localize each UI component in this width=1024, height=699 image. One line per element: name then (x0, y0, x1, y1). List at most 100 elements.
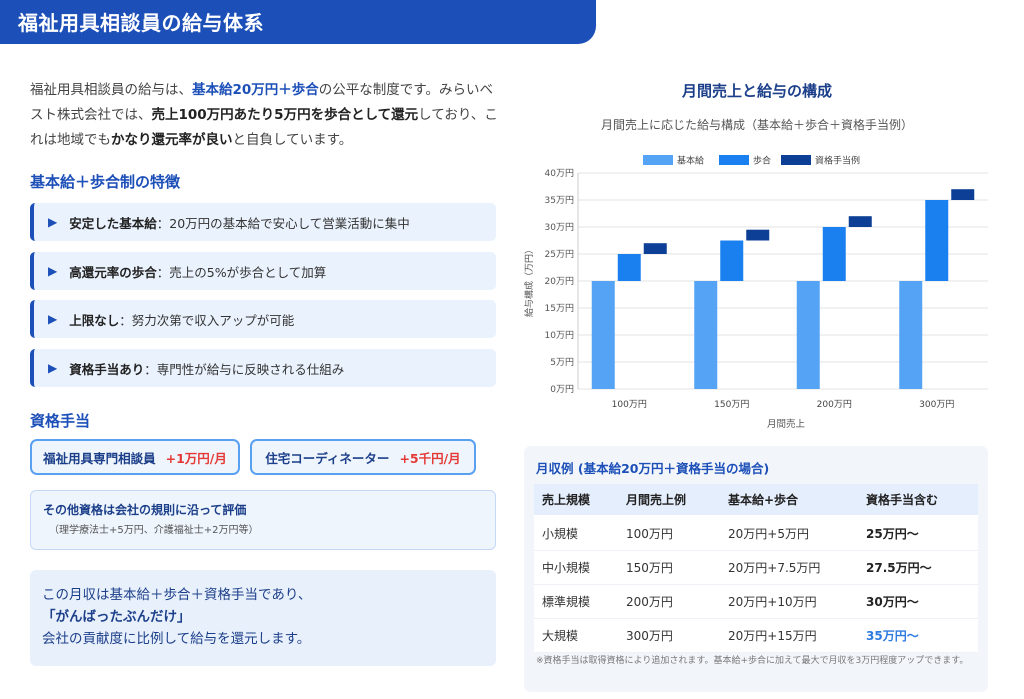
y-tick-label: 10万円 (545, 330, 574, 341)
table-cell: 150万円 (618, 550, 720, 585)
y-tick-label: 25万円 (545, 249, 574, 260)
bar-base (694, 281, 718, 389)
table-cell: 小規模 (534, 516, 618, 551)
income-table: 売上規模 月間売上例 基本給+歩合 資格手当含む 小規模 100万円 20万円+… (534, 484, 978, 653)
y-tick-label: 40万円 (545, 168, 574, 179)
chart-title: 月間売上と給与の構成 (681, 82, 832, 100)
legend-label: 歩合 (753, 155, 771, 167)
y-tick-label: 20万円 (545, 276, 574, 287)
feature-key: 安定した基本給 (69, 215, 157, 231)
table-row: 標準規模 200万円 20万円+10万円 30万円〜 (534, 584, 978, 619)
intro-highlight: 売上100万円あたり5万円を歩合として還元 (151, 107, 419, 123)
table-row: 中小規模 150万円 20万円+7.5万円 27.5万円〜 (534, 550, 978, 585)
page-header: 福祉用具相談員の給与体系 (0, 0, 596, 44)
chart-bars (591, 189, 975, 389)
feature-key: 上限なし (69, 312, 120, 328)
legend-label: 資格手当例 (815, 155, 860, 167)
bar-commission (925, 200, 949, 281)
y-tick-label: 5万円 (550, 357, 574, 368)
bar-base (796, 281, 820, 389)
triangle-right-icon: ▶ (48, 312, 58, 326)
qualification-amount: +1万円/月 (165, 450, 227, 466)
features-title: 基本給＋歩合制の特徴 (30, 173, 181, 191)
page-title: 福祉用具相談員の給与体系 (18, 11, 264, 35)
y-tick-label: 0万円 (550, 384, 574, 395)
intro-highlight: 基本給20万円＋歩合 (192, 82, 319, 98)
table-cell: 中小規模 (534, 550, 618, 585)
bar-commission (617, 254, 641, 281)
bar-base (899, 281, 923, 389)
income-footnote: ※資格手当は取得資格により追加されます。基本給+歩合に加えて最大で月収を3万円程… (536, 656, 969, 666)
table-cell: 大規模 (534, 618, 618, 653)
bar-allowance (643, 243, 667, 254)
x-tick-label: 100万円 (612, 399, 647, 410)
y-tick-label: 35万円 (545, 195, 574, 206)
qualification-amount: +5千円/月 (399, 450, 461, 466)
summary-line: この月収は基本給＋歩合＋資格手当であり、 (42, 587, 312, 603)
salary-bar-chart: 基本給 歩合 資格手当例 0万円 5万円 10万円 15万円 20万円 25万円 30万円 35万… (523, 155, 988, 430)
x-tick-label: 150万円 (714, 399, 749, 410)
summary-emphasis: 「がんばったぶんだけ」 (42, 609, 191, 625)
table-cell: 20万円+15万円 (720, 618, 858, 653)
table-cell: 20万円+5万円 (720, 516, 858, 551)
bar-commission (822, 227, 846, 281)
table-cell: 20万円+7.5万円 (720, 550, 858, 585)
chart-subtitle: 月間売上に応じた給与構成（基本給＋歩合＋資格手当例） (600, 118, 913, 132)
chart-y-axis-label: 給与構成（万円） (523, 245, 535, 317)
bar-allowance (746, 229, 770, 241)
summary-box: この月収は基本給＋歩合＋資格手当であり、 「がんばったぶんだけ」 会社の貢献度に… (30, 570, 496, 666)
qualification-badge: 福祉用具専門相談員 +1万円/月 (30, 439, 240, 475)
column-header: 基本給+歩合 (720, 484, 858, 517)
qualification-title: 資格手当 (30, 412, 91, 430)
legend-label: 基本給 (677, 155, 704, 167)
table-cell: 30万円〜 (858, 584, 978, 619)
column-header: 月間売上例 (618, 484, 720, 517)
other-qualification-note: （理学療法士+5万円、介護福祉士+2万円等） (49, 525, 259, 536)
x-tick-label: 200万円 (817, 399, 852, 410)
legend-swatch (643, 155, 673, 165)
feature-text: ：20万円の基本給で安心して営業活動に集中 (156, 215, 410, 231)
feature-text: ：売上の5%が歩合として加算 (156, 264, 327, 280)
qualification-name: 福祉用具専門相談員 (43, 450, 156, 466)
table-cell: 20万円+10万円 (720, 584, 858, 619)
table-cell: 25万円〜 (858, 516, 978, 551)
table-row: 大規模 300万円 20万円+15万円 35万円〜 (534, 618, 978, 653)
bar-allowance (848, 216, 872, 227)
qualification-badge: 住宅コーディネーター +5千円/月 (250, 439, 476, 475)
legend-swatch (781, 155, 811, 165)
table-cell: 35万円〜 (858, 618, 978, 653)
table-cell: 200万円 (618, 584, 720, 619)
summary-line: 会社の貢献度に比例して給与を還元します。 (42, 631, 311, 647)
triangle-right-icon: ▶ (48, 264, 58, 278)
feature-text: ：専門性が給与に反映される仕組み (144, 361, 345, 377)
chart-legend: 基本給 歩合 資格手当例 (643, 155, 860, 167)
income-table-title: 月収例 (基本給20万円＋資格手当の場合) (536, 461, 770, 476)
feature-key: 高還元率の歩合 (69, 264, 157, 280)
other-qualification-title: その他資格は会社の規則に沿って評価 (43, 503, 247, 517)
intro-highlight: かなり還元率が良い (111, 132, 233, 148)
qualification-name: 住宅コーディネーター (265, 450, 390, 466)
table-cell: 27.5万円〜 (858, 550, 978, 585)
feature-key: 資格手当あり (69, 361, 145, 377)
legend-swatch (719, 155, 749, 165)
triangle-right-icon: ▶ (48, 215, 58, 229)
intro-part: しており、これは地域でも (30, 107, 498, 148)
intro-part: 福祉用具相談員の給与は、 (30, 82, 192, 98)
feature-item: ▶ 高還元率の歩合 ：売上の5%が歩合として加算 (30, 252, 496, 290)
income-example-panel: 月収例 (基本給20万円＋資格手当の場合) 売上規模 月間売上例 基本給+歩合 … (524, 446, 988, 692)
feature-item: ▶ 資格手当あり ：専門性が給与に反映される仕組み (30, 349, 496, 387)
feature-item: ▶ 安定した基本給 ：20万円の基本給で安心して営業活動に集中 (30, 203, 496, 241)
intro-part: と自負しています。 (232, 132, 353, 148)
feature-text: ：努力次第で収入アップが可能 (119, 312, 295, 328)
column-header: 売上規模 (534, 484, 618, 517)
table-cell: 100万円 (618, 516, 720, 551)
bar-allowance (951, 189, 975, 200)
bar-base (591, 281, 615, 389)
column-header: 資格手当含む (858, 484, 978, 517)
other-qualification-box: その他資格は会社の規則に沿って評価 （理学療法士+5万円、介護福祉士+2万円等） (30, 490, 496, 550)
table-header-row: 売上規模 月間売上例 基本給+歩合 資格手当含む (534, 484, 978, 517)
chart-x-axis: 100万円 150万円 200万円 300万円 (612, 399, 955, 410)
x-tick-label: 300万円 (919, 399, 954, 410)
table-row: 小規模 100万円 20万円+5万円 25万円〜 (534, 516, 978, 551)
bar-commission (720, 240, 744, 281)
